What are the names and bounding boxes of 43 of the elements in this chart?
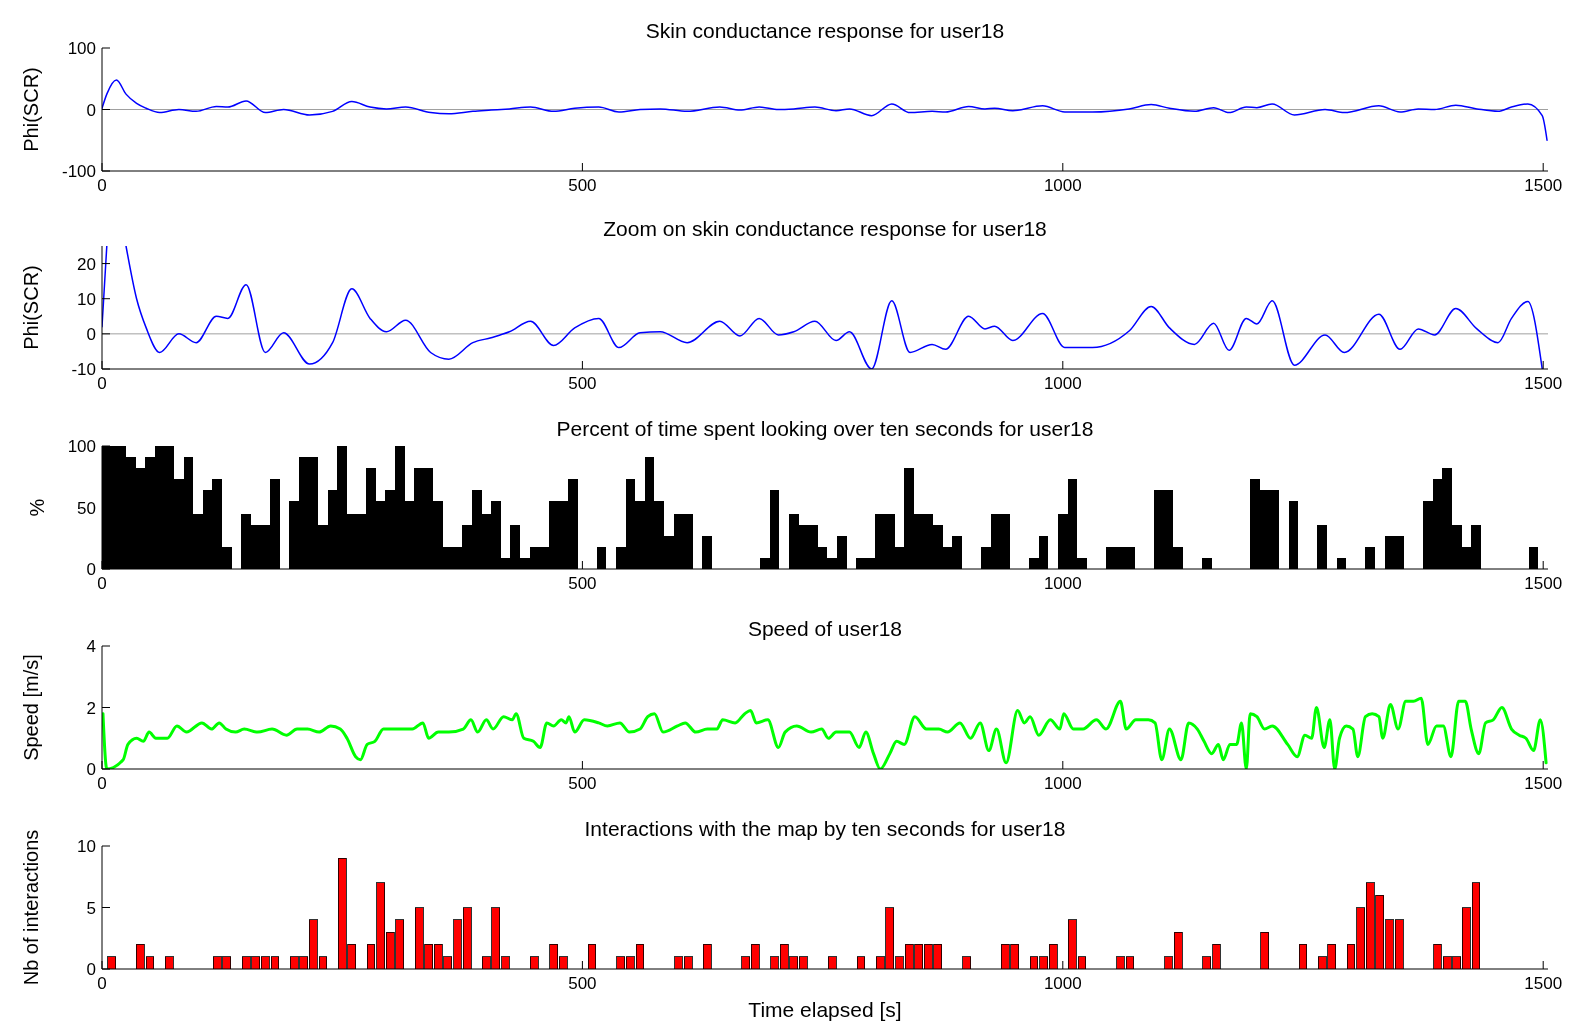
x-tick-label: 1000 (1043, 974, 1082, 993)
y-tick-label: 2 (86, 698, 96, 718)
x-tick-label: 1500 (1524, 774, 1563, 793)
y-tick-label: 10 (77, 837, 96, 856)
chart-title: Percent of time spent looking over ten seconds for user18 (556, 417, 1094, 440)
x-tick-label: 500 (568, 574, 597, 593)
y-tick-label: 0 (86, 960, 96, 979)
x-tick-label: 1000 (1043, 574, 1082, 593)
y-tick-label: 5 (86, 898, 96, 918)
x-tick-label: 1500 (1524, 176, 1563, 195)
chart-title: Interactions with the map by ten seconds for user18 (584, 817, 1066, 840)
y-tick-label: 0 (86, 760, 96, 779)
y-tick-label: 0 (86, 560, 96, 579)
chart-title: Skin conductance response for user18 (645, 19, 1005, 42)
x-tick-label: 1000 (1043, 176, 1082, 195)
y-axis-title: Speed [m/s] (20, 654, 42, 761)
x-tick-label: 1000 (1043, 774, 1082, 793)
x-axis-title: Time elapsed [s] (748, 998, 902, 1021)
y-tick-label: 0 (86, 100, 96, 120)
chart-title: Speed of user18 (747, 617, 903, 640)
y-tick-label: 100 (67, 39, 96, 58)
x-tick-label: 500 (568, 176, 597, 195)
y-tick-label: -100 (61, 162, 96, 181)
y-axis-title: Phi(SCR) (20, 67, 42, 152)
y-tick-label: 10 (77, 289, 96, 309)
y-tick-label: 20 (77, 254, 96, 274)
y-tick-label: -10 (71, 360, 96, 379)
y-axis-title: % (26, 498, 48, 517)
chart-title: Zoom on skin conductance response for user18 (603, 217, 1047, 240)
line-series (102, 79, 1548, 141)
y-axis-title: Nb of interactions (20, 829, 42, 986)
y-tick-label: 50 (77, 498, 96, 518)
x-tick-label: 500 (568, 974, 597, 993)
x-tick-label: 500 (568, 774, 597, 793)
x-tick-label: 1500 (1524, 574, 1563, 593)
x-tick-label: 1500 (1524, 374, 1563, 393)
y-tick-label: 0 (86, 324, 96, 344)
y-tick-label: 100 (67, 437, 96, 456)
x-tick-label: 1500 (1524, 974, 1563, 993)
y-axis-title: Phi(SCR) (20, 265, 42, 350)
x-tick-label: 500 (568, 374, 597, 393)
x-tick-label: 1000 (1043, 374, 1082, 393)
y-tick-label: 4 (86, 637, 96, 656)
